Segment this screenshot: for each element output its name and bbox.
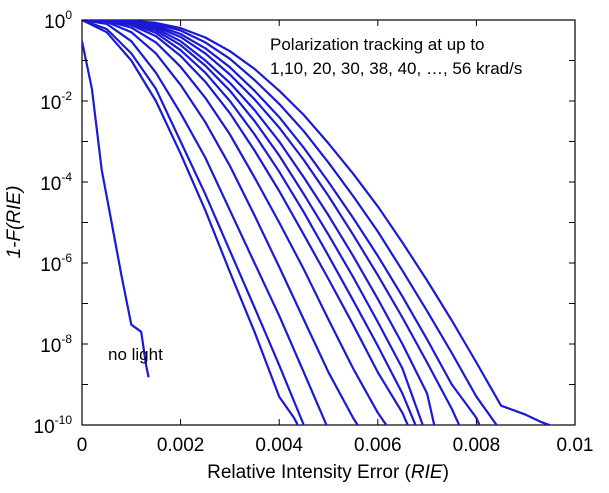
series-line-1: [82, 40, 150, 378]
annotation-no-light: no light: [108, 345, 163, 364]
series-line-7: [82, 20, 409, 425]
x-tick-label: 0.002: [157, 435, 205, 456]
x-axis-label-prefix: Relative Intensity Error (: [207, 462, 411, 483]
series-line-9: [82, 20, 424, 425]
plot-area: [81, 19, 576, 426]
x-axis-label-suffix: ): [443, 462, 449, 483]
y-tick-label: 10-6: [40, 251, 72, 276]
y-axis-label: 1-F(RIE): [4, 186, 25, 259]
y-axis-label-suffix: ): [4, 186, 25, 194]
series-line-2: [82, 20, 300, 425]
series-line-8: [82, 20, 417, 425]
x-tick-label: 0.01: [557, 435, 594, 456]
y-tick-label: 100: [44, 8, 72, 33]
x-tick-label: 0.006: [354, 435, 402, 456]
x-tick-label: 0.004: [255, 435, 303, 456]
series-line-6: [82, 20, 388, 425]
series-line-14: [82, 20, 553, 425]
y-tick-label: 10-4: [40, 170, 72, 195]
series-line-12: [82, 20, 481, 425]
series-line-11: [82, 20, 461, 425]
x-tick-label: 0: [77, 435, 88, 456]
annotation-line-1: Polarization tracking at up to: [270, 35, 485, 54]
y-tick-label: 10-10: [34, 413, 73, 438]
annotation-line-2: 1,10, 20, 30, 38, 40, …, 56 krad/s: [270, 59, 522, 78]
series-line-4: [82, 20, 328, 425]
ticks-layer: 0 0.002 0.004 0.006 0.008 0.01 10-10 10-8 10-6 10…: [34, 8, 594, 456]
x-axis-label: Relative Intensity Error (RIE): [207, 462, 449, 483]
series-line-5: [82, 20, 359, 425]
y-axis-label-prefix: 1-F(: [4, 222, 25, 259]
series-layer: [82, 20, 553, 425]
x-tick-label: 0.008: [453, 435, 501, 456]
y-tick-label: 10-8: [40, 332, 72, 357]
y-axis-label-italic: RIE: [4, 192, 25, 224]
x-axis-label-italic: RIE: [411, 462, 443, 483]
y-tick-label: 10-2: [40, 89, 72, 114]
series-line-3: [82, 20, 306, 425]
